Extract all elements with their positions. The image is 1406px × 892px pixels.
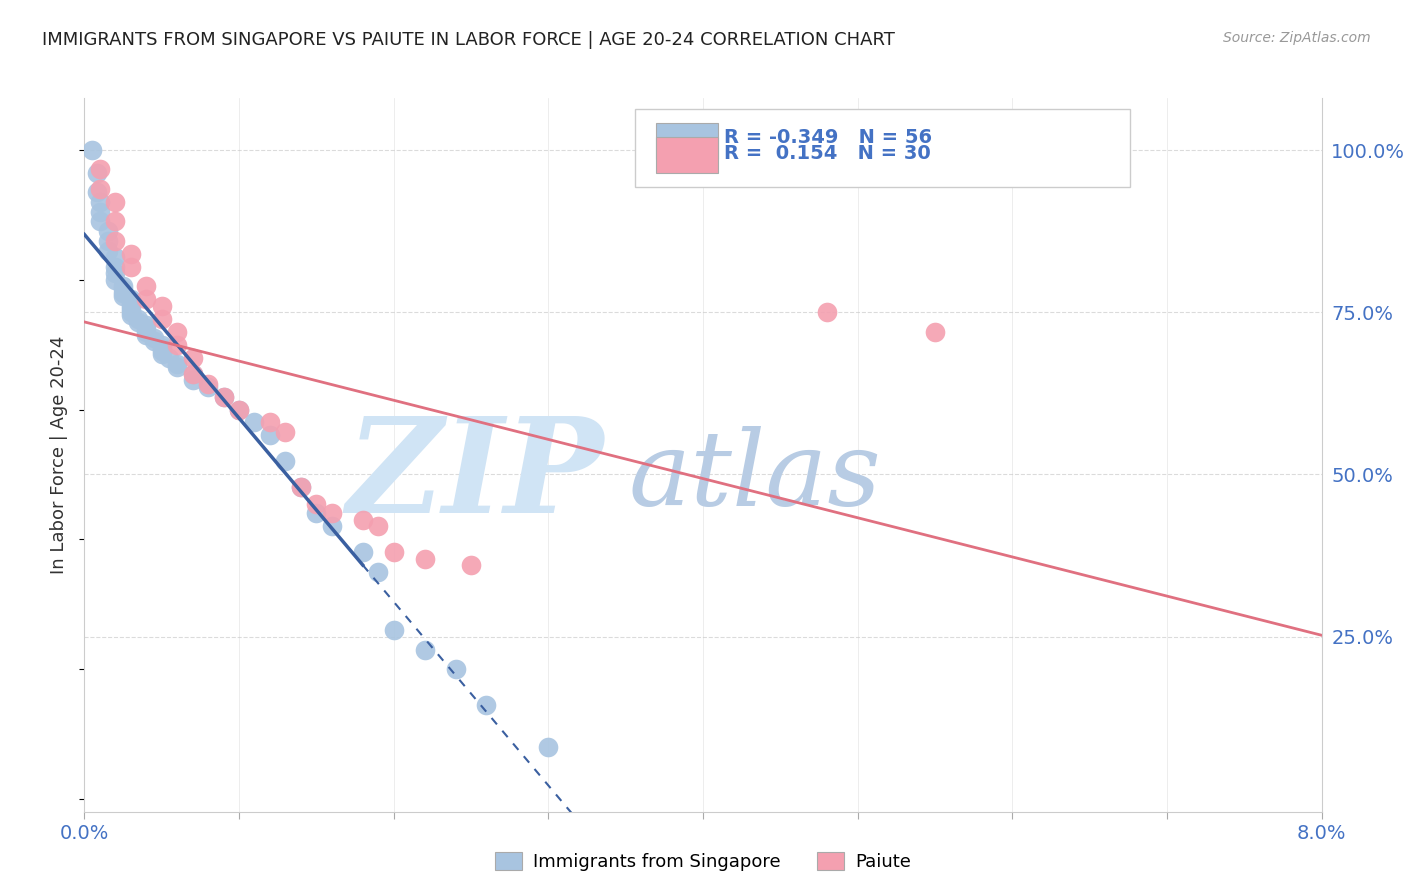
Point [104, 214, 127, 228]
Point [150, 341, 173, 355]
Point [150, 299, 173, 313]
Point [104, 194, 127, 209]
Point [197, 380, 219, 394]
Point [128, 315, 150, 329]
Point [135, 279, 157, 293]
Point [89, 182, 111, 196]
Point [104, 260, 127, 274]
Point [135, 325, 157, 339]
Text: atlas: atlas [628, 425, 882, 527]
Point [243, 416, 266, 430]
Point [290, 480, 312, 494]
Point [537, 739, 560, 754]
Point [382, 623, 405, 637]
Point [274, 425, 297, 440]
Point [128, 311, 150, 326]
Point [413, 551, 436, 566]
Point [120, 309, 142, 323]
Point [197, 376, 219, 391]
Point [143, 331, 166, 345]
Text: R = -0.349   N = 56: R = -0.349 N = 56 [724, 128, 932, 147]
Point [382, 545, 405, 559]
FancyBboxPatch shape [657, 123, 718, 159]
Point [305, 506, 328, 520]
Point [104, 266, 127, 280]
Point [259, 416, 281, 430]
Point [82, 143, 104, 157]
Point [367, 519, 389, 533]
Point [181, 367, 204, 381]
Point [181, 373, 204, 387]
Point [135, 321, 157, 335]
Point [96, 244, 120, 258]
Point [460, 558, 482, 573]
Point [120, 247, 142, 261]
Point [444, 662, 467, 676]
Point [150, 344, 173, 359]
Point [290, 480, 312, 494]
FancyBboxPatch shape [636, 109, 1130, 187]
Point [321, 506, 343, 520]
Point [135, 292, 157, 306]
Point [135, 318, 157, 333]
Point [212, 390, 235, 404]
Text: ZIP: ZIP [347, 412, 605, 541]
Point [112, 289, 135, 303]
Point [352, 545, 374, 559]
Point [86, 166, 108, 180]
Point [96, 224, 120, 238]
Point [181, 351, 204, 365]
Point [228, 402, 250, 417]
Point [89, 194, 111, 209]
Point [166, 325, 188, 339]
Point [120, 301, 142, 316]
Text: Source: ZipAtlas.com: Source: ZipAtlas.com [1223, 31, 1371, 45]
Point [135, 327, 157, 342]
Point [120, 305, 142, 319]
Point [86, 185, 108, 199]
Legend: Immigrants from Singapore, Paiute: Immigrants from Singapore, Paiute [488, 845, 918, 879]
Point [413, 642, 436, 657]
Point [228, 402, 250, 417]
Point [112, 283, 135, 297]
Point [352, 513, 374, 527]
Point [181, 367, 204, 381]
Point [120, 295, 142, 310]
Y-axis label: In Labor Force | Age 20-24: In Labor Force | Age 20-24 [51, 335, 69, 574]
Point [166, 337, 188, 351]
Point [104, 250, 127, 264]
Point [924, 325, 946, 339]
Point [89, 204, 111, 219]
Point [120, 260, 142, 274]
FancyBboxPatch shape [657, 137, 718, 173]
Point [212, 390, 235, 404]
Point [166, 357, 188, 371]
Point [89, 214, 111, 228]
Point [321, 519, 343, 533]
Point [104, 234, 127, 248]
Point [150, 337, 173, 351]
Point [475, 698, 498, 712]
Point [274, 454, 297, 468]
Point [815, 305, 838, 319]
Point [143, 334, 166, 349]
Point [120, 299, 142, 313]
Point [112, 285, 135, 300]
Point [104, 273, 127, 287]
Point [166, 360, 188, 375]
Point [96, 234, 120, 248]
Point [120, 292, 142, 306]
Text: IMMIGRANTS FROM SINGAPORE VS PAIUTE IN LABOR FORCE | AGE 20-24 CORRELATION CHART: IMMIGRANTS FROM SINGAPORE VS PAIUTE IN L… [42, 31, 896, 49]
Point [150, 347, 173, 361]
Point [259, 428, 281, 442]
Text: R =  0.154   N = 30: R = 0.154 N = 30 [724, 144, 931, 162]
Point [305, 497, 328, 511]
Point [150, 311, 173, 326]
Point [367, 565, 389, 579]
Point [159, 351, 180, 365]
Point [89, 162, 111, 177]
Point [112, 279, 135, 293]
